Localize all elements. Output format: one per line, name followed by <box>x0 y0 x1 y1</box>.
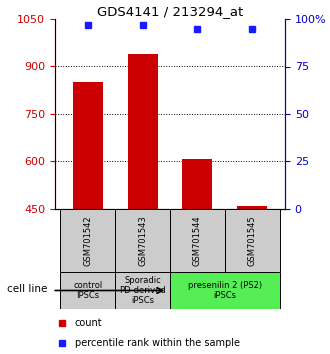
Bar <box>237 206 267 209</box>
Text: Sporadic
PD-derived
iPSCs: Sporadic PD-derived iPSCs <box>119 276 166 306</box>
Text: GSM701544: GSM701544 <box>193 215 202 266</box>
Text: percentile rank within the sample: percentile rank within the sample <box>75 338 240 348</box>
Text: cell line: cell line <box>7 284 47 294</box>
Text: control
IPSCs: control IPSCs <box>73 281 103 300</box>
Bar <box>170 272 280 309</box>
Bar <box>128 54 158 209</box>
Bar <box>73 82 103 209</box>
Text: GSM701545: GSM701545 <box>248 215 257 266</box>
Bar <box>115 272 170 309</box>
Bar <box>225 209 280 272</box>
Bar <box>60 209 115 272</box>
Bar <box>60 272 115 309</box>
Text: GSM701543: GSM701543 <box>138 215 147 266</box>
Bar <box>170 209 225 272</box>
Bar <box>115 209 170 272</box>
Title: GDS4141 / 213294_at: GDS4141 / 213294_at <box>97 5 243 18</box>
Text: presenilin 2 (PS2)
iPSCs: presenilin 2 (PS2) iPSCs <box>188 281 262 300</box>
Text: GSM701542: GSM701542 <box>83 215 92 266</box>
Bar <box>182 159 213 209</box>
Text: count: count <box>75 318 102 327</box>
